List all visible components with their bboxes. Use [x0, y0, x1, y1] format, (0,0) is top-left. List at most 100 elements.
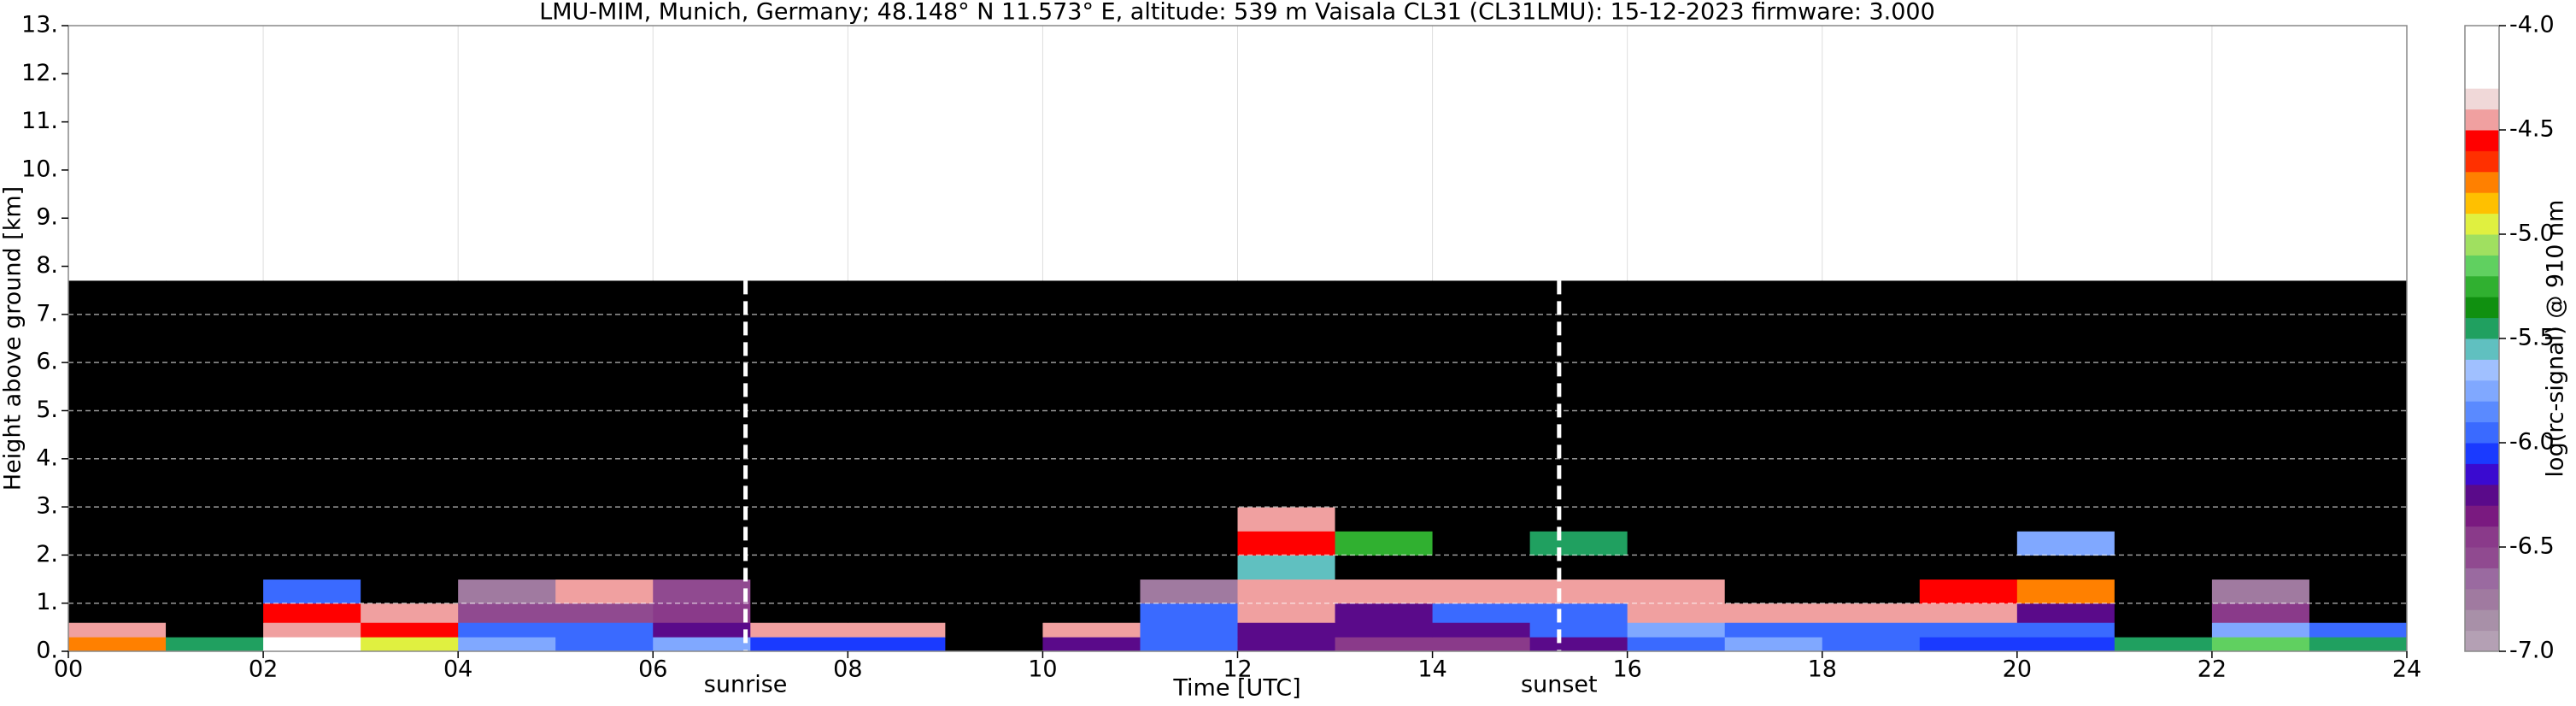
heatmap-cell: [848, 637, 946, 652]
heatmap-cell: [1042, 410, 1141, 508]
heatmap-cell: [166, 280, 264, 411]
heatmap-cell: [1432, 280, 1531, 411]
heatmap-cell: [2211, 507, 2310, 532]
colorbar-segment: [2465, 297, 2499, 319]
heatmap-cell: [2016, 603, 2115, 623]
y-tick-label: 12.: [21, 60, 58, 86]
colorbar-segment: [2465, 609, 2499, 632]
heatmap-cell: [653, 507, 751, 532]
x-tick-label: 10: [1028, 656, 1057, 683]
colorbar-tick-label: -5.5: [2509, 325, 2555, 351]
heatmap-cell: [1042, 531, 1141, 556]
heatmap-cell: [1627, 555, 1726, 580]
colorbar-segment: [2465, 234, 2499, 256]
heatmap-cell: [1529, 507, 1628, 532]
heatmap-cell: [166, 531, 264, 556]
heatmap-cell: [1237, 280, 1336, 411]
heatmap-cell: [458, 622, 556, 638]
heatmap-cell: [458, 280, 556, 411]
heatmap-cell: [848, 410, 946, 508]
heatmap-cell: [945, 531, 1043, 556]
y-tick-label: 13.: [21, 12, 58, 38]
y-tick-label: 11.: [21, 108, 58, 134]
heatmap-cell: [1432, 555, 1531, 580]
heatmap-cell: [750, 280, 848, 411]
heatmap-cell: [263, 603, 361, 623]
x-tick-label: 08: [833, 656, 862, 683]
heatmap-cell: [1724, 637, 1823, 652]
x-tick-label: 14: [1417, 656, 1446, 683]
heatmap-cell: [68, 579, 167, 604]
heatmap-cell: [1335, 555, 1434, 580]
heatmap-cell: [1919, 280, 2018, 411]
heatmap-cell: [2114, 531, 2213, 556]
heatmap-cell: [1724, 280, 1823, 411]
heatmap-cell: [1432, 531, 1531, 556]
heatmap-cell: [653, 637, 751, 652]
heatmap-cell: [653, 579, 751, 604]
heatmap-cell: [1140, 579, 1238, 604]
y-tick-label: 9.: [36, 204, 58, 231]
heatmap-cell: [555, 637, 654, 652]
marker-label: sunset: [1521, 672, 1598, 698]
heatmap-cell: [263, 507, 361, 532]
heatmap-cell: [1822, 579, 1921, 604]
heatmap-cell: [2114, 637, 2213, 652]
y-tick-label: 1.: [36, 589, 58, 615]
heatmap-cell: [2211, 579, 2310, 604]
heatmap-cell: [458, 579, 556, 604]
heatmap-cell: [555, 531, 654, 556]
heatmap-cell: [1724, 531, 1823, 556]
heatmap-cell: [1042, 555, 1141, 580]
colorbar-segment: [2465, 88, 2499, 110]
colorbar-segment: [2465, 192, 2499, 215]
heatmap-cell: [848, 622, 946, 638]
heatmap-cell: [166, 637, 264, 652]
colorbar-segment: [2465, 46, 2499, 68]
heatmap-cell: [2211, 280, 2310, 411]
heatmap-cell: [2211, 603, 2310, 623]
heatmap-cell: [166, 507, 264, 532]
heatmap-cell: [1335, 280, 1434, 411]
heatmap-cell: [555, 507, 654, 532]
heatmap-cell: [1042, 579, 1141, 604]
heatmap-cell: [1140, 555, 1238, 580]
heatmap-cell: [361, 603, 459, 623]
heatmap-cell: [1627, 637, 1726, 652]
heatmap-cell: [945, 622, 1043, 638]
y-tick-label: 7.: [36, 300, 58, 327]
y-tick-label: 5.: [36, 397, 58, 423]
heatmap-cell: [2016, 280, 2115, 411]
heatmap-cell: [945, 280, 1043, 411]
heatmap-cell: [555, 622, 654, 638]
heatmap-cell: [1529, 410, 1628, 508]
heatmap-cell: [2309, 531, 2408, 556]
heatmap-cell: [2211, 531, 2310, 556]
heatmap-cell: [945, 555, 1043, 580]
y-tick-label: 6.: [36, 349, 58, 375]
x-tick-label: 12: [1223, 656, 1252, 683]
heatmap-cell: [1529, 531, 1628, 556]
heatmap-cell: [68, 637, 167, 652]
heatmap-cell: [1529, 555, 1628, 580]
heatmap-cell: [1042, 507, 1141, 532]
colorbar-segment: [2465, 379, 2499, 402]
heatmap-cell: [653, 622, 751, 638]
x-tick-label: 20: [2003, 656, 2032, 683]
heatmap-cell: [1042, 622, 1141, 638]
colorbar-tick-label: -4.0: [2509, 12, 2555, 38]
heatmap-cell: [1237, 555, 1336, 580]
colorbar-segment: [2465, 213, 2499, 235]
heatmap-cell: [263, 531, 361, 556]
heatmap-cell: [1822, 507, 1921, 532]
heatmap-cell: [2016, 531, 2115, 556]
colorbar-segment: [2465, 568, 2499, 590]
heatmap-cell: [1237, 603, 1336, 623]
heatmap-cell: [68, 410, 167, 508]
heatmap-cell: [1822, 531, 1921, 556]
heatmap-cell: [263, 579, 361, 604]
heatmap-cell: [1140, 637, 1238, 652]
x-tick-label: 16: [1612, 656, 1641, 683]
heatmap-cell: [1335, 507, 1434, 532]
colorbar-segment: [2465, 630, 2499, 652]
